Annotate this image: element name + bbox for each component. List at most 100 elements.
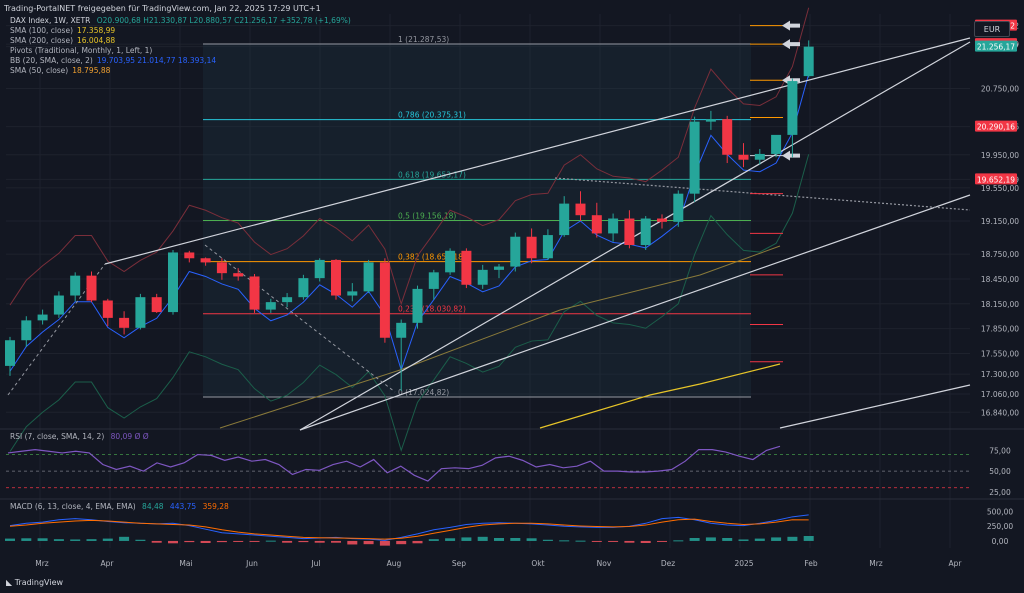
price-highlight-badge	[975, 40, 1017, 52]
rsi-legend[interactable]: RSI (7, close, SMA, 14, 2) 80,09 Ø Ø	[10, 432, 153, 441]
macd-histogram-bar	[119, 536, 130, 541]
macd-legend[interactable]: MACD (6, 13, close, 4, EMA, EMA) 84,48 4…	[10, 502, 233, 511]
indicator-value: 17.358,99	[77, 26, 116, 35]
candle-body	[412, 288, 423, 323]
macd-histogram-bar	[249, 540, 260, 542]
price-tick-label: 17.060,00	[981, 390, 1019, 399]
x-axis-label: Jul	[310, 559, 320, 568]
macd-histogram-bar	[803, 536, 814, 541]
price-highlight-badge	[975, 173, 1017, 185]
indicator-label: Pivots (Traditional, Monthly, 1, Left, 1…	[10, 46, 153, 55]
macd-histogram-bar	[53, 539, 64, 541]
fib-level-label: 0,5 (19.156,18)	[398, 212, 456, 221]
brand-label: TradingView	[14, 578, 64, 587]
fib-level-label: 0,618 (19.653,17)	[398, 170, 466, 179]
indicator-legend-row[interactable]: SMA (50, close) 18.795,88	[10, 66, 114, 75]
candle-body	[673, 193, 684, 222]
fib-level-label: 0,382 (18.659,18)	[398, 253, 466, 262]
candle-body	[70, 275, 81, 296]
candle-body	[640, 218, 651, 246]
candle-body	[298, 278, 309, 298]
trendline	[299, 41, 971, 431]
candle-body	[461, 250, 472, 285]
macd-histogram-bar	[282, 540, 293, 543]
candle-body	[119, 317, 130, 328]
indicator-value: 16.004,88	[77, 36, 116, 45]
price-tick-label: 17.550,00	[981, 349, 1019, 358]
macd-tick-label: 500,00	[987, 508, 1013, 517]
macd-histogram-bar	[331, 540, 341, 543]
legend-symbol[interactable]: DAX Index, 1W, XETR	[10, 16, 91, 25]
candle-body	[608, 218, 619, 234]
currency-button[interactable]: EUR	[974, 21, 1010, 37]
candle-body	[184, 252, 195, 259]
fib-level-label: 1 (21.287,53)	[398, 35, 449, 44]
macd-histogram-bar	[5, 538, 15, 541]
price-tick-label: 19.950,00	[981, 151, 1019, 160]
candle-body	[135, 297, 146, 328]
indicator-legend-row[interactable]: SMA (100, close) 17.358,99	[10, 26, 119, 35]
macd-histogram-bar	[575, 540, 586, 542]
indicator-legend-row[interactable]: SMA (200, close) 16.004,88	[10, 36, 119, 45]
macd-histogram-bar	[494, 538, 504, 541]
candle-body	[86, 275, 97, 301]
sma100-line	[539, 363, 781, 429]
macd-histogram-bar	[657, 540, 667, 542]
indicator-value: 18.795,88	[72, 66, 111, 75]
x-axis-label: Okt	[531, 559, 544, 568]
indicator-legend-row[interactable]: BB (20, SMA, close, 2) 19.703,95 21.014,7…	[10, 56, 220, 65]
macd-line	[9, 514, 809, 541]
macd-signal-line	[9, 518, 809, 540]
macd-legend-value-hist: 84,48	[142, 502, 164, 511]
trendline-dashed	[204, 244, 396, 393]
indicator-legend-row[interactable]: Pivots (Traditional, Monthly, 1, Left, 1…	[10, 46, 160, 55]
macd-histogram-bar	[21, 538, 32, 541]
macd-histogram-bar	[445, 538, 456, 541]
macd-histogram-bar	[689, 538, 700, 541]
candle-body	[787, 81, 798, 135]
trendline	[104, 37, 971, 265]
candle-body	[542, 235, 553, 259]
price-tick-label: 19.150,00	[981, 217, 1019, 226]
price-highlight-badge	[975, 120, 1017, 132]
candle-body	[347, 291, 358, 296]
pivot-arrow-icon	[782, 150, 800, 161]
rsi-legend-value: 80,09 Ø Ø	[110, 432, 149, 441]
macd-tick-label: 0,00	[992, 537, 1009, 546]
candle-body	[314, 259, 325, 279]
candle-body	[657, 218, 667, 222]
fib-level-label: 0 (17.024,82)	[398, 388, 449, 397]
macd-histogram-bar	[705, 537, 716, 541]
candle-body	[624, 218, 635, 246]
macd-legend-label: MACD (6, 13, close, 4, EMA, EMA)	[10, 502, 136, 511]
price-highlight-label: 21.256,17	[977, 43, 1015, 52]
candle-body	[249, 276, 260, 310]
price-tick-label: 18.450,00	[981, 275, 1019, 284]
macd-histogram-bar	[591, 540, 602, 542]
candle-body	[803, 46, 814, 77]
macd-histogram-bar	[70, 539, 81, 541]
macd-histogram-bar	[216, 540, 227, 543]
macd-histogram-bar	[461, 537, 472, 541]
price-tick-label: 16.840,00	[981, 408, 1019, 417]
macd-histogram-bar	[477, 536, 488, 541]
rsi-tick-label: 25,00	[989, 488, 1011, 497]
candle-body	[428, 272, 439, 289]
x-axis-label: Feb	[804, 559, 818, 568]
macd-histogram-bar	[37, 538, 48, 541]
macd-histogram-bar	[135, 539, 146, 541]
candle-body	[526, 236, 537, 259]
candle-body	[151, 297, 162, 313]
x-axis-label: Apr	[101, 559, 115, 568]
candle-body	[233, 273, 244, 277]
candle-body	[282, 297, 293, 303]
candle-body	[396, 322, 407, 338]
tv-logo-icon: ◣	[6, 578, 15, 587]
price-tick-label: 18.150,00	[981, 300, 1019, 309]
candle-body	[754, 153, 765, 160]
macd-histogram-bar	[102, 538, 113, 541]
tradingview-logo[interactable]: ◣ TradingView	[6, 578, 63, 587]
candle-body	[37, 314, 48, 321]
macd-histogram-bar	[86, 539, 97, 541]
